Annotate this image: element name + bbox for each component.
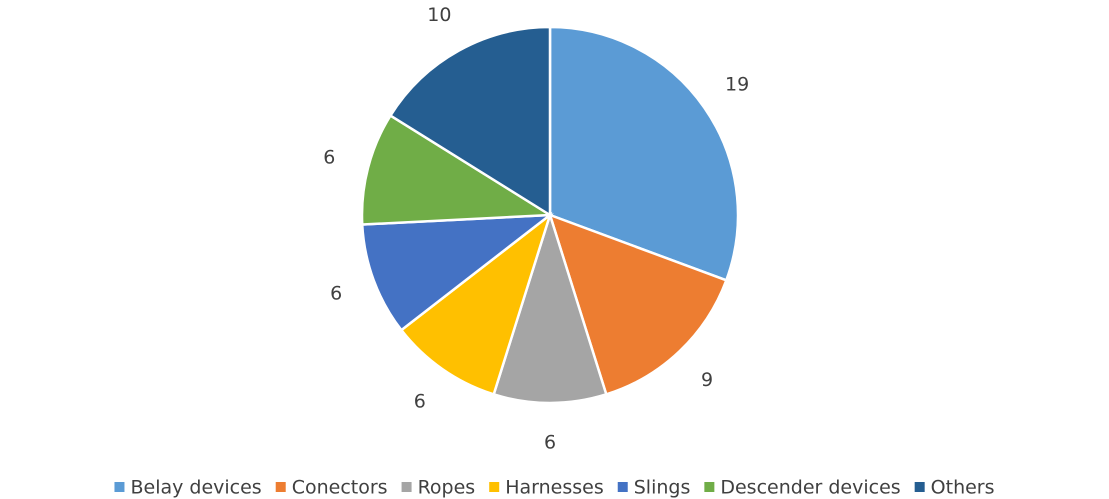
data-label: 9	[701, 369, 713, 391]
pie-slice	[360, 113, 555, 226]
legend-label: Belay devices	[130, 477, 261, 499]
pie-slice	[548, 25, 740, 282]
data-label: 6	[330, 283, 342, 305]
legend-swatch	[114, 482, 125, 492]
data-label: 6	[544, 432, 556, 454]
pie-slice	[399, 211, 553, 396]
pie-slice	[360, 213, 554, 332]
pie-slice	[388, 25, 552, 218]
legend-swatch	[489, 482, 500, 492]
legend-label: Descender devices	[720, 477, 900, 499]
legend-label: Others	[931, 477, 995, 499]
legend-swatch	[704, 482, 715, 492]
legend-label: Ropes	[418, 477, 476, 499]
legend-label: Harnesses	[505, 477, 604, 499]
legend-swatch	[275, 482, 286, 492]
legend-swatch	[401, 482, 412, 492]
data-label: 10	[427, 4, 451, 26]
legend-swatch	[617, 482, 628, 492]
pie-slice	[548, 212, 728, 396]
legend-swatch	[914, 482, 925, 492]
data-label: 19	[725, 73, 749, 95]
pie-slice	[492, 210, 608, 405]
data-label: 6	[414, 391, 426, 413]
legend-label: Slings	[634, 477, 691, 499]
legend-label: Conectors	[292, 477, 388, 499]
data-label: 6	[323, 146, 335, 168]
